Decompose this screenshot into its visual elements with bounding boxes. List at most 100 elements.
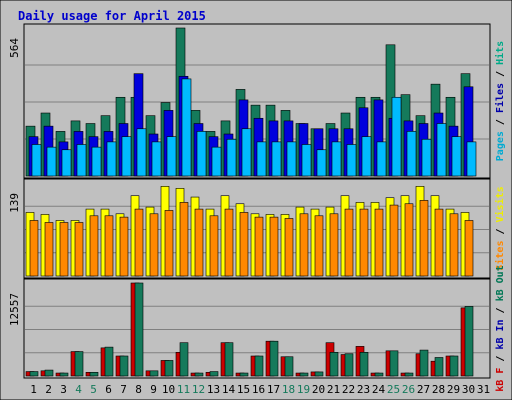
bar-pages-day-29 [451,136,462,177]
legend-entry: / [495,350,506,368]
legend-entry: kB F [495,368,506,392]
legend-entry: / [495,113,506,131]
bar-kb-out-day-23 [359,352,369,377]
x-tick-label: 23 [357,383,370,396]
legend-entry: Hits [494,41,506,65]
bar-kb-out-day-14 [224,342,234,377]
bar-pages-day-25 [391,96,402,177]
bar-sites-day-27 [419,200,429,277]
legend-entry: / [495,222,506,240]
bar-kb-out-day-27 [419,349,429,377]
bar-sites-day-17 [269,216,279,277]
bar-sites-day-30 [464,220,474,277]
x-tick-label: 12 [192,383,205,396]
bar-pages-day-22 [346,144,357,177]
chart-title: Daily usage for April 2015 [18,9,206,23]
bar-kb-out-day-5 [89,371,99,377]
bar-pages-day-9 [151,141,162,177]
bar-sites-day-29 [449,213,459,277]
bar-pages-day-14 [226,138,237,177]
legend-entry: Sites [494,241,506,271]
bar-sites-day-6 [104,215,114,277]
bar-kb-out-day-2 [44,369,54,377]
x-tick-label: 1 [30,383,37,396]
bar-sites-day-14 [224,208,234,277]
bar-kb-out-day-26 [404,372,414,377]
chart-panels: 564 Pages / Files / Hits 139 Sites / Visits… [8,23,506,392]
bar-pages-day-3 [61,149,72,177]
x-tick-label: 25 [387,383,400,396]
bar-pages-day-10 [166,136,177,177]
x-axis-day-labels: 1 2 3 4 5 6 7 8 9 10 11 12 13 14 15 16 17 18 19 20 21 22 23 24 2… [30,383,490,396]
bar-sites-day-8 [134,208,144,277]
bar-kb-out-day-29 [449,355,459,377]
bar-sites-day-23 [359,208,369,277]
x-tick-label: 30 [462,383,475,396]
x-tick-label: 24 [372,383,386,396]
bar-kb-out-day-25 [389,350,399,377]
x-tick-label: 28 [432,383,445,396]
x-tick-label: 31 [477,383,490,396]
bar-kb-out-day-12 [194,372,204,377]
bar-kb-out-day-7 [119,355,129,377]
bar-pages-day-28 [436,123,447,177]
x-tick-label: 9 [150,383,157,396]
x-tick-label: 20 [312,383,325,396]
x-tick-label: 5 [90,383,97,396]
bar-pages-day-15 [241,128,252,177]
panel-kbytes: 12557 kB F / kB In / kB Out [8,265,506,391]
bar-sites-day-24 [374,208,384,277]
bar-kb-out-day-24 [374,372,384,377]
bar-pages-day-11 [181,78,192,177]
x-tick-label: 18 [282,383,295,396]
bar-sites-day-5 [89,215,99,277]
x-tick-label: 11 [177,383,190,396]
bar-sites-day-1 [29,220,39,277]
bar-sites-day-12 [194,208,204,277]
legend-entry: Pages [495,131,506,161]
bar-kb-out-day-21 [329,352,339,377]
bar-sites-day-3 [59,222,69,277]
bar-kb-out-day-11 [179,342,189,377]
bar-kb-out-day-19 [299,372,309,377]
bar-sites-day-7 [119,216,129,277]
bar-sites-day-18 [284,218,294,277]
bar-pages-day-18 [286,141,297,177]
x-tick-label: 7 [120,383,127,396]
bar-kb-out-day-1 [29,371,39,377]
bar-sites-day-25 [389,204,399,277]
x-tick-label: 2 [45,383,52,396]
bar-kb-out-day-3 [59,372,69,377]
x-tick-label: 19 [297,383,310,396]
y-max-label: 139 [8,193,21,213]
bar-kb-out-day-28 [434,357,444,377]
bar-pages-day-30 [466,141,477,177]
x-tick-label: 22 [342,383,355,396]
x-tick-label: 8 [135,383,142,396]
bar-kb-out-day-16 [254,355,264,377]
bar-kb-out-day-17 [269,340,279,377]
bar-pages-day-21 [331,141,342,177]
legend-entry: / [495,65,506,83]
x-tick-label: 21 [327,383,340,396]
x-tick-label: 3 [60,383,67,396]
bar-pages-day-23 [361,136,372,177]
bar-pages-day-1 [31,144,42,177]
bar-pages-day-16 [256,141,267,177]
bar-kb-out-day-10 [164,360,174,377]
bar-sites-day-26 [404,203,414,277]
x-tick-label: 4 [75,383,82,396]
bar-sites-day-21 [329,213,339,277]
bar-sites-day-15 [239,212,249,277]
panel-visits-sites: 139 Sites / Visits [8,178,506,279]
bar-sites-day-9 [149,213,159,277]
bar-kb-out-day-30 [464,306,474,377]
x-tick-label: 14 [222,383,236,396]
bar-kb-out-day-15 [239,372,249,377]
bar-kb-out-day-18 [284,356,294,377]
bar-kb-out-day-20 [314,371,324,377]
x-tick-label: 15 [237,383,250,396]
bar-kb-out-day-4 [74,351,84,377]
bar-pages-day-26 [406,131,417,177]
